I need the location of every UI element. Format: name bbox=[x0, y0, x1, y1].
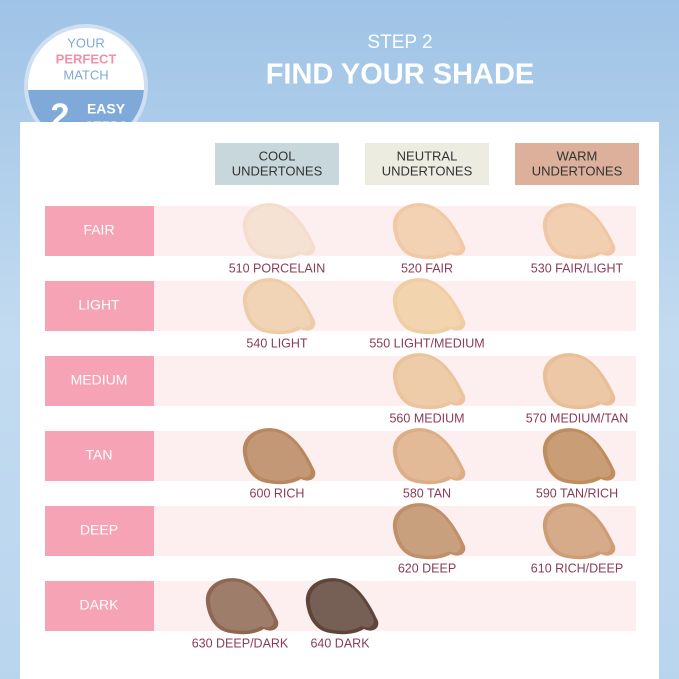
shade-swatch bbox=[392, 203, 466, 260]
shade-swatch bbox=[392, 428, 466, 485]
shade-highlight bbox=[546, 506, 611, 556]
shade-name: 630 DEEP/DARK bbox=[192, 636, 289, 650]
shade-swatch bbox=[542, 203, 616, 260]
row-label: DARK bbox=[80, 597, 120, 613]
shade-highlight bbox=[546, 206, 611, 256]
shade-highlight bbox=[246, 431, 311, 481]
shade-name: 510 PORCELAIN bbox=[229, 261, 326, 275]
row-label-box bbox=[45, 281, 154, 331]
shade-highlight bbox=[396, 506, 461, 556]
column-header-text: UNDERTONES bbox=[532, 163, 623, 178]
shade-swatch bbox=[542, 428, 616, 485]
shade-highlight bbox=[246, 206, 311, 256]
badge-text: PERFECT bbox=[56, 51, 117, 66]
shade-name: 520 FAIR bbox=[401, 261, 453, 275]
row-label-box bbox=[45, 431, 154, 481]
column-header-text: WARM bbox=[557, 148, 598, 163]
row-label-box bbox=[45, 356, 154, 406]
row-label: DEEP bbox=[80, 522, 118, 538]
row-label-box bbox=[45, 206, 154, 256]
shade-highlight bbox=[309, 581, 374, 631]
shade-highlight bbox=[246, 281, 311, 331]
column-header bbox=[515, 143, 639, 185]
badge-text: YOUR bbox=[67, 35, 105, 50]
badge-text: EASY bbox=[87, 101, 126, 117]
shade-swatch bbox=[242, 203, 316, 260]
shade-swatch bbox=[542, 503, 616, 560]
row-label: LIGHT bbox=[78, 297, 120, 313]
shade-name: 580 TAN bbox=[403, 486, 451, 500]
badge-text: MATCH bbox=[63, 67, 108, 82]
shade-highlight bbox=[396, 206, 461, 256]
shade-swatch bbox=[392, 278, 466, 335]
shade-name: 640 DARK bbox=[310, 636, 370, 650]
row-label: TAN bbox=[86, 447, 113, 463]
shade-swatch bbox=[392, 353, 466, 410]
shade-swatch bbox=[242, 428, 316, 485]
shade-grid: COOLUNDERTONESNEUTRALUNDERTONESWARMUNDER… bbox=[45, 143, 639, 650]
shade-highlight bbox=[209, 581, 274, 631]
shade-name: 610 RICH/DEEP bbox=[531, 561, 623, 575]
shade-swatch bbox=[305, 578, 379, 635]
shade-name: 560 MEDIUM bbox=[389, 411, 464, 425]
page-title: FIND YOUR SHADE bbox=[266, 59, 535, 91]
shade-name: 570 MEDIUM/TAN bbox=[526, 411, 629, 425]
shade-name: 590 TAN/RICH bbox=[536, 486, 618, 500]
shade-highlight bbox=[396, 431, 461, 481]
shade-name: 600 RICH bbox=[250, 486, 305, 500]
shade-name: 550 LIGHT/MEDIUM bbox=[369, 336, 484, 350]
column-header-text: COOL bbox=[259, 148, 296, 163]
shade-swatch bbox=[392, 503, 466, 560]
shade-highlight bbox=[396, 356, 461, 406]
column-header bbox=[365, 143, 489, 185]
column-header bbox=[215, 143, 339, 185]
column-header-text: UNDERTONES bbox=[382, 163, 473, 178]
shade-name: 540 LIGHT bbox=[246, 336, 308, 350]
column-header-text: UNDERTONES bbox=[232, 163, 323, 178]
shade-swatch bbox=[205, 578, 279, 635]
shade-highlight bbox=[396, 281, 461, 331]
column-header-text: NEUTRAL bbox=[397, 148, 458, 163]
row-label-box bbox=[45, 581, 154, 631]
row-label-box bbox=[45, 506, 154, 556]
shade-name: 620 DEEP bbox=[398, 561, 456, 575]
shade-swatch bbox=[242, 278, 316, 335]
shade-highlight bbox=[546, 431, 611, 481]
step-label: STEP 2 bbox=[367, 32, 432, 53]
shade-name: 530 FAIR/LIGHT bbox=[531, 261, 624, 275]
row-label: FAIR bbox=[83, 222, 114, 238]
badge: YOUR PERFECT MATCH 2 EASY STEPS bbox=[24, 24, 148, 148]
shade-swatch bbox=[542, 353, 616, 410]
row-label: MEDIUM bbox=[71, 372, 128, 388]
shade-highlight bbox=[546, 356, 611, 406]
